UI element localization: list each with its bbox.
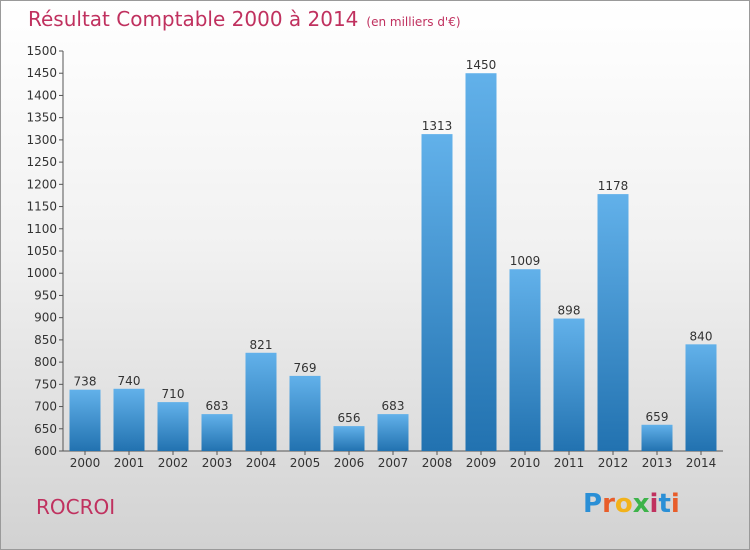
y-tick-label: 850: [34, 333, 57, 347]
y-tick-label: 1450: [26, 66, 57, 80]
x-tick-label: 2008: [422, 456, 453, 470]
y-tick-label: 1050: [26, 244, 57, 258]
data-label: 1313: [422, 119, 453, 133]
data-label: 1450: [466, 58, 497, 72]
data-label: 1009: [510, 254, 541, 268]
bar: [333, 426, 365, 451]
x-tick-label: 2005: [290, 456, 321, 470]
data-label: 740: [118, 374, 141, 388]
y-tick-label: 700: [34, 400, 57, 414]
y-tick-label: 1200: [26, 177, 57, 191]
logo-letter: o: [614, 489, 633, 519]
bar: [113, 388, 145, 451]
bar: [377, 414, 409, 451]
bar: [597, 194, 629, 451]
y-tick-label: 1250: [26, 155, 57, 169]
y-tick-label: 800: [34, 355, 57, 369]
x-tick-label: 2009: [466, 456, 497, 470]
chart-title-text: Résultat Comptable 2000 à 2014: [28, 7, 359, 31]
y-tick-label: 950: [34, 288, 57, 302]
x-tick-label: 2004: [246, 456, 277, 470]
data-label: 683: [382, 399, 405, 413]
y-tick-label: 600: [34, 444, 57, 458]
bar: [509, 269, 541, 451]
x-tick-label: 2000: [70, 456, 101, 470]
x-tick-label: 2011: [554, 456, 585, 470]
data-label: 898: [558, 304, 581, 318]
y-tick-label: 900: [34, 311, 57, 325]
bar: [641, 424, 673, 451]
chart-title: Résultat Comptable 2000 à 2014 (en millie…: [28, 7, 461, 31]
x-tick-label: 2013: [642, 456, 673, 470]
data-label: 769: [294, 361, 317, 375]
chart-subtitle: (en milliers d'€): [366, 15, 461, 29]
logo-letter: i: [670, 489, 680, 519]
commune-name: ROCROI: [36, 495, 116, 519]
bar: [157, 402, 189, 451]
x-tick-label: 2001: [114, 456, 145, 470]
y-tick-label: 750: [34, 377, 57, 391]
data-label: 659: [646, 410, 669, 424]
data-label: 821: [250, 338, 273, 352]
x-tick-label: 2006: [334, 456, 365, 470]
bar: [201, 414, 233, 451]
logo-letter: t: [658, 489, 671, 519]
y-tick-label: 1100: [26, 222, 57, 236]
y-tick-label: 1400: [26, 88, 57, 102]
bar: [245, 352, 277, 451]
bar: [553, 318, 585, 451]
y-tick-label: 1500: [26, 44, 57, 58]
bar: [69, 389, 101, 451]
proxiti-logo: Proxiti: [583, 489, 680, 519]
bar: [421, 134, 453, 451]
y-tick-label: 1000: [26, 266, 57, 280]
x-tick-label: 2003: [202, 456, 233, 470]
y-tick-label: 650: [34, 422, 57, 436]
data-label: 683: [206, 399, 229, 413]
bar: [465, 73, 497, 451]
data-label: 710: [162, 387, 185, 401]
x-tick-label: 2002: [158, 456, 189, 470]
data-label: 738: [74, 375, 97, 389]
x-tick-label: 2014: [686, 456, 717, 470]
data-label: 840: [690, 329, 713, 343]
y-tick-label: 1300: [26, 133, 57, 147]
bar: [289, 375, 321, 451]
bar: [685, 344, 717, 451]
x-tick-label: 2010: [510, 456, 541, 470]
logo-letter: i: [649, 489, 659, 519]
x-tick-label: 2012: [598, 456, 629, 470]
x-tick-label: 2007: [378, 456, 409, 470]
y-tick-label: 1150: [26, 200, 57, 214]
logo-letter: x: [632, 489, 650, 519]
y-tick-label: 1350: [26, 111, 57, 125]
logo-letter: r: [602, 489, 615, 519]
data-label: 656: [338, 411, 361, 425]
data-label: 1178: [598, 179, 629, 193]
logo-letter: P: [583, 489, 603, 519]
